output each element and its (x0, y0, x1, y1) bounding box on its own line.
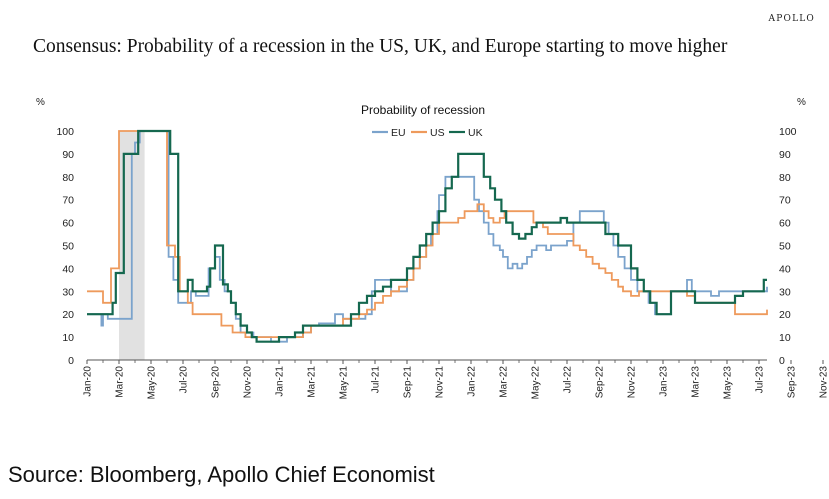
x-tick-label: Mar-20 (115, 366, 126, 398)
y-axis-unit-right: % (797, 97, 806, 108)
y-tick-right: 40 (779, 263, 791, 275)
legend-label-us: US (430, 127, 445, 139)
x-tick-label: Jul-20 (179, 366, 190, 394)
x-tick-label: Mar-21 (307, 366, 318, 398)
x-tick-label: Sep-22 (595, 366, 606, 399)
y-tick-left: 30 (62, 286, 74, 298)
x-tick-label: Jan-21 (275, 366, 286, 397)
legend-label-eu: EU (391, 127, 406, 139)
y-tick-right: 30 (779, 286, 791, 298)
y-tick-left: 60 (62, 218, 74, 230)
x-tick-label: May-23 (723, 366, 734, 400)
x-tick-label: Nov-20 (243, 366, 254, 399)
brand-logo: APOLLO (768, 14, 815, 24)
y-tick-left: 20 (62, 309, 74, 321)
y-tick-right: 60 (779, 218, 791, 230)
y-tick-right: 50 (779, 241, 791, 253)
chart-title: Probability of recession (361, 103, 485, 117)
x-tick-label: Mar-23 (691, 366, 702, 398)
x-tick-label: Sep-23 (787, 366, 798, 399)
y-tick-left: 40 (62, 263, 74, 275)
x-tick-label: Jul-22 (563, 366, 574, 394)
x-tick-label: Jan-20 (83, 366, 94, 397)
y-tick-left: 80 (62, 172, 74, 184)
x-tick-label: Nov-21 (435, 366, 446, 399)
series-line-uk (87, 129, 767, 343)
y-tick-right: 20 (779, 309, 791, 321)
x-tick-label: Sep-20 (211, 366, 222, 399)
x-tick-label: Jul-23 (755, 366, 766, 394)
x-tick-label: Jul-21 (371, 366, 382, 394)
x-tick-label: Sep-21 (403, 366, 414, 399)
series-line-eu (87, 130, 768, 343)
y-tick-left: 50 (62, 241, 74, 253)
x-tick-label: Nov-22 (627, 366, 638, 399)
x-tick-label: May-21 (339, 366, 350, 400)
x-tick-label: May-20 (147, 366, 158, 400)
legend: EU US UK (372, 127, 483, 139)
source-note: Source: Bloomberg, Apollo Chief Economis… (8, 462, 435, 487)
page-title: Consensus: Probability of a recession in… (33, 36, 728, 57)
x-tick-label: May-22 (531, 366, 542, 400)
x-tick-label: Jan-23 (659, 366, 670, 397)
y-tick-left: 90 (62, 149, 74, 161)
y-tick-right: 0 (779, 355, 785, 367)
x-tick-label: Jan-22 (467, 366, 478, 397)
y-tick-right: 10 (779, 332, 791, 344)
y-tick-right: 70 (779, 195, 791, 207)
legend-label-uk: UK (468, 127, 483, 139)
x-tick-label: Mar-22 (499, 366, 510, 398)
y-tick-right: 100 (779, 126, 797, 138)
x-tick-label: Nov-23 (819, 366, 829, 399)
y-tick-left: 70 (62, 195, 74, 207)
y-tick-left: 100 (56, 126, 74, 138)
y-axis-unit-left: % (36, 97, 45, 108)
y-tick-right: 80 (779, 172, 791, 184)
y-tick-left: 10 (62, 332, 74, 344)
y-tick-right: 90 (779, 149, 791, 161)
y-tick-left: 0 (68, 355, 74, 367)
